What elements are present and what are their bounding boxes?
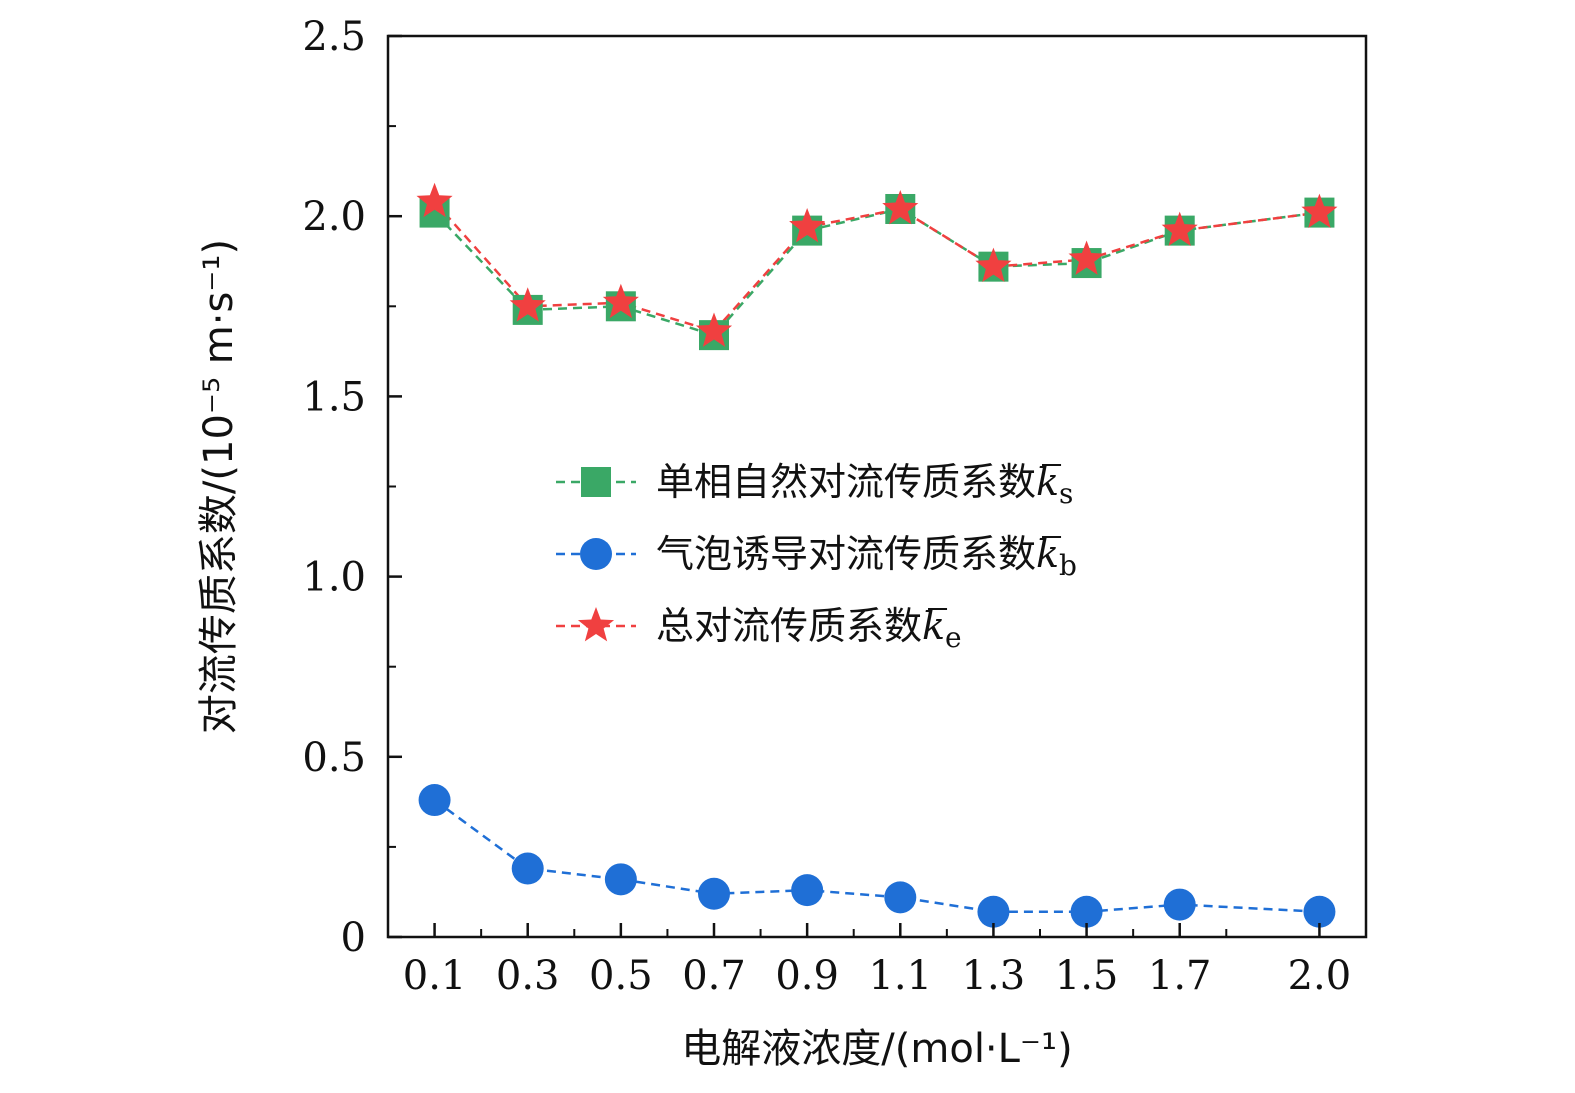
data-point-e bbox=[416, 182, 453, 218]
data-point-e bbox=[789, 208, 826, 243]
data-point-e bbox=[695, 312, 733, 347]
data-point-e bbox=[509, 287, 546, 322]
data-point-b bbox=[1070, 895, 1103, 928]
x-axis-title: 电解液浓度/(mol·L⁻¹) bbox=[681, 1026, 1072, 1072]
legend-item-s: 单相自然对流传质系数ks bbox=[556, 460, 1073, 510]
x-tick-label: 1.5 bbox=[1055, 953, 1119, 999]
series-line-b bbox=[433, 799, 1320, 914]
x-tick-label: 0.9 bbox=[775, 953, 839, 999]
x-tick-label: 1.1 bbox=[868, 953, 932, 999]
y-axis-title: 对流传质系数/(10⁻⁵ m·s⁻¹) bbox=[196, 239, 242, 734]
y-tick-label: 1.5 bbox=[302, 374, 366, 420]
data-point-b bbox=[511, 852, 544, 885]
x-tick-label: 1.7 bbox=[1148, 953, 1212, 999]
y-tick-label: 2.0 bbox=[302, 194, 366, 240]
data-point-b bbox=[604, 863, 637, 896]
data-point-e bbox=[882, 189, 919, 225]
series-line-e bbox=[433, 200, 1320, 333]
legend-item-e: 总对流传质系数ke bbox=[556, 604, 962, 654]
x-tick-label: 2.0 bbox=[1288, 953, 1352, 999]
x-tick-label: 0.3 bbox=[496, 953, 560, 999]
tick-labels: 0 0.5 1.0 1.5 2.0 2.5 0.1 0.3 0.5 0.7 0.9 1.1 1.3 1.5… bbox=[302, 14, 1351, 999]
series-line-s bbox=[433, 207, 1320, 337]
x-tick-label: 0.5 bbox=[589, 953, 653, 999]
legend-marker bbox=[580, 538, 612, 570]
data-point-b bbox=[1163, 888, 1196, 921]
data-point-b bbox=[698, 877, 730, 910]
y-tick-label: 2.5 bbox=[302, 14, 366, 60]
legend-label: 总对流传质系数ke bbox=[656, 604, 962, 654]
series-lines bbox=[433, 200, 1320, 914]
legend-label: 单相自然对流传质系数ks bbox=[656, 460, 1073, 510]
data-point-b bbox=[1303, 895, 1336, 928]
data-point-b bbox=[977, 895, 1010, 928]
legend-item-b: 气泡诱导对流传质系数kb bbox=[556, 532, 1077, 582]
legend-marker bbox=[577, 607, 615, 642]
y-tick-label: 1.0 bbox=[302, 555, 366, 601]
data-point-b bbox=[791, 874, 824, 907]
data-point-e bbox=[602, 283, 639, 319]
axis-ticks bbox=[388, 34, 1321, 939]
series-markers bbox=[416, 182, 1338, 928]
x-tick-label: 1.3 bbox=[962, 953, 1026, 999]
data-point-b bbox=[884, 881, 917, 914]
legend: 单相自然对流传质系数ks 气泡诱导对流传质系数kb 总对流传质系数ke bbox=[556, 460, 1077, 654]
data-point-e bbox=[975, 247, 1012, 283]
data-point-e bbox=[1161, 211, 1198, 246]
x-tick-label: 0.7 bbox=[682, 953, 746, 999]
legend-marker bbox=[581, 467, 611, 497]
legend-label: 气泡诱导对流传质系数kb bbox=[656, 532, 1077, 582]
data-point-e bbox=[1301, 193, 1338, 228]
y-tick-label: 0 bbox=[341, 915, 366, 961]
x-tick-label: 0.1 bbox=[403, 953, 467, 999]
data-point-b bbox=[418, 784, 451, 817]
data-point-e bbox=[1068, 240, 1105, 275]
y-tick-label: 0.5 bbox=[302, 735, 366, 781]
